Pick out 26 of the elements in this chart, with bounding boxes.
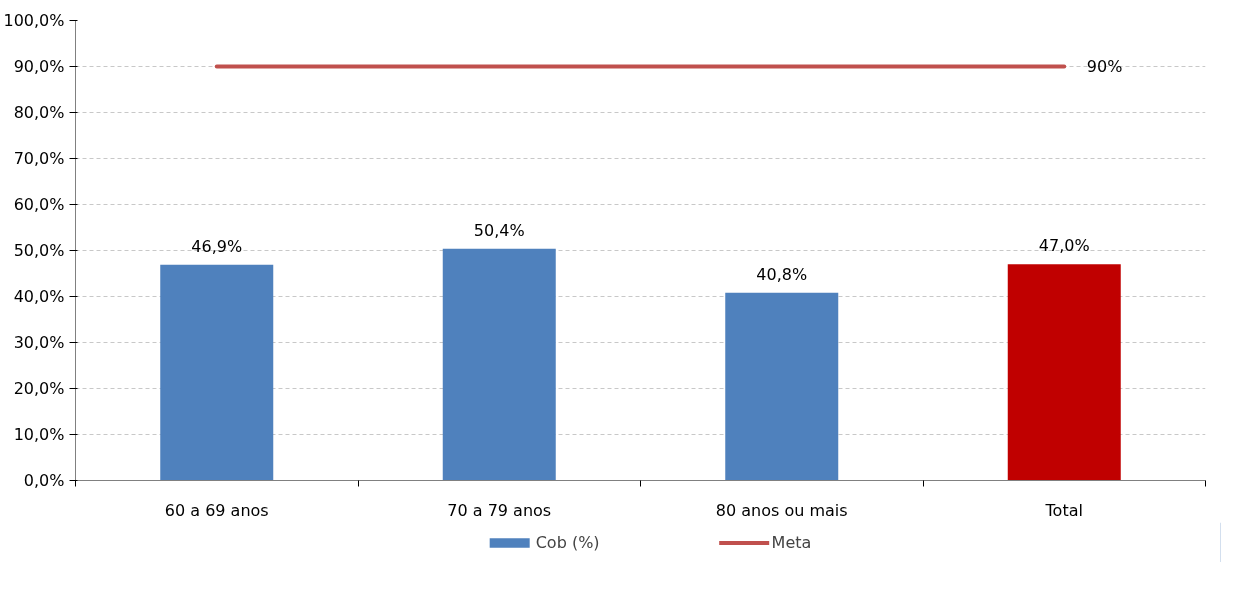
y-tick-label: 50,0% [13, 241, 65, 260]
data-label: 40,8% [756, 264, 808, 284]
y-tick-label: 40,0% [13, 287, 65, 306]
bar [160, 264, 274, 481]
y-tick-label: 20,0% [13, 379, 65, 398]
x-tick-label: Total [1044, 500, 1083, 520]
legend-label: Cob (%) [535, 532, 600, 552]
y-tick-label: 0,0% [23, 471, 65, 490]
y-tick-label: 60,0% [13, 195, 65, 214]
x-tick-label: 80 anos ou mais [715, 500, 848, 520]
y-tick-label: 90,0% [13, 57, 65, 76]
y-tick-label: 80,0% [13, 103, 65, 122]
y-tick-label: 10,0% [13, 425, 65, 444]
y-tick-label: 70,0% [13, 149, 65, 168]
bar [725, 292, 839, 481]
legend-label: Meta [771, 532, 812, 552]
y-tick-label: 100,0% [3, 11, 65, 30]
y-tick-label: 30,0% [13, 333, 65, 352]
data-label: 50,4% [473, 220, 525, 240]
data-label: 90% [1086, 57, 1123, 76]
bar [442, 248, 556, 481]
data-label: 46,9% [191, 236, 243, 256]
x-tick-label: 60 a 69 anos [164, 500, 269, 520]
bar [1007, 264, 1121, 481]
x-tick-label: 70 a 79 anos [447, 500, 552, 520]
data-label: 47,0% [1038, 236, 1090, 256]
